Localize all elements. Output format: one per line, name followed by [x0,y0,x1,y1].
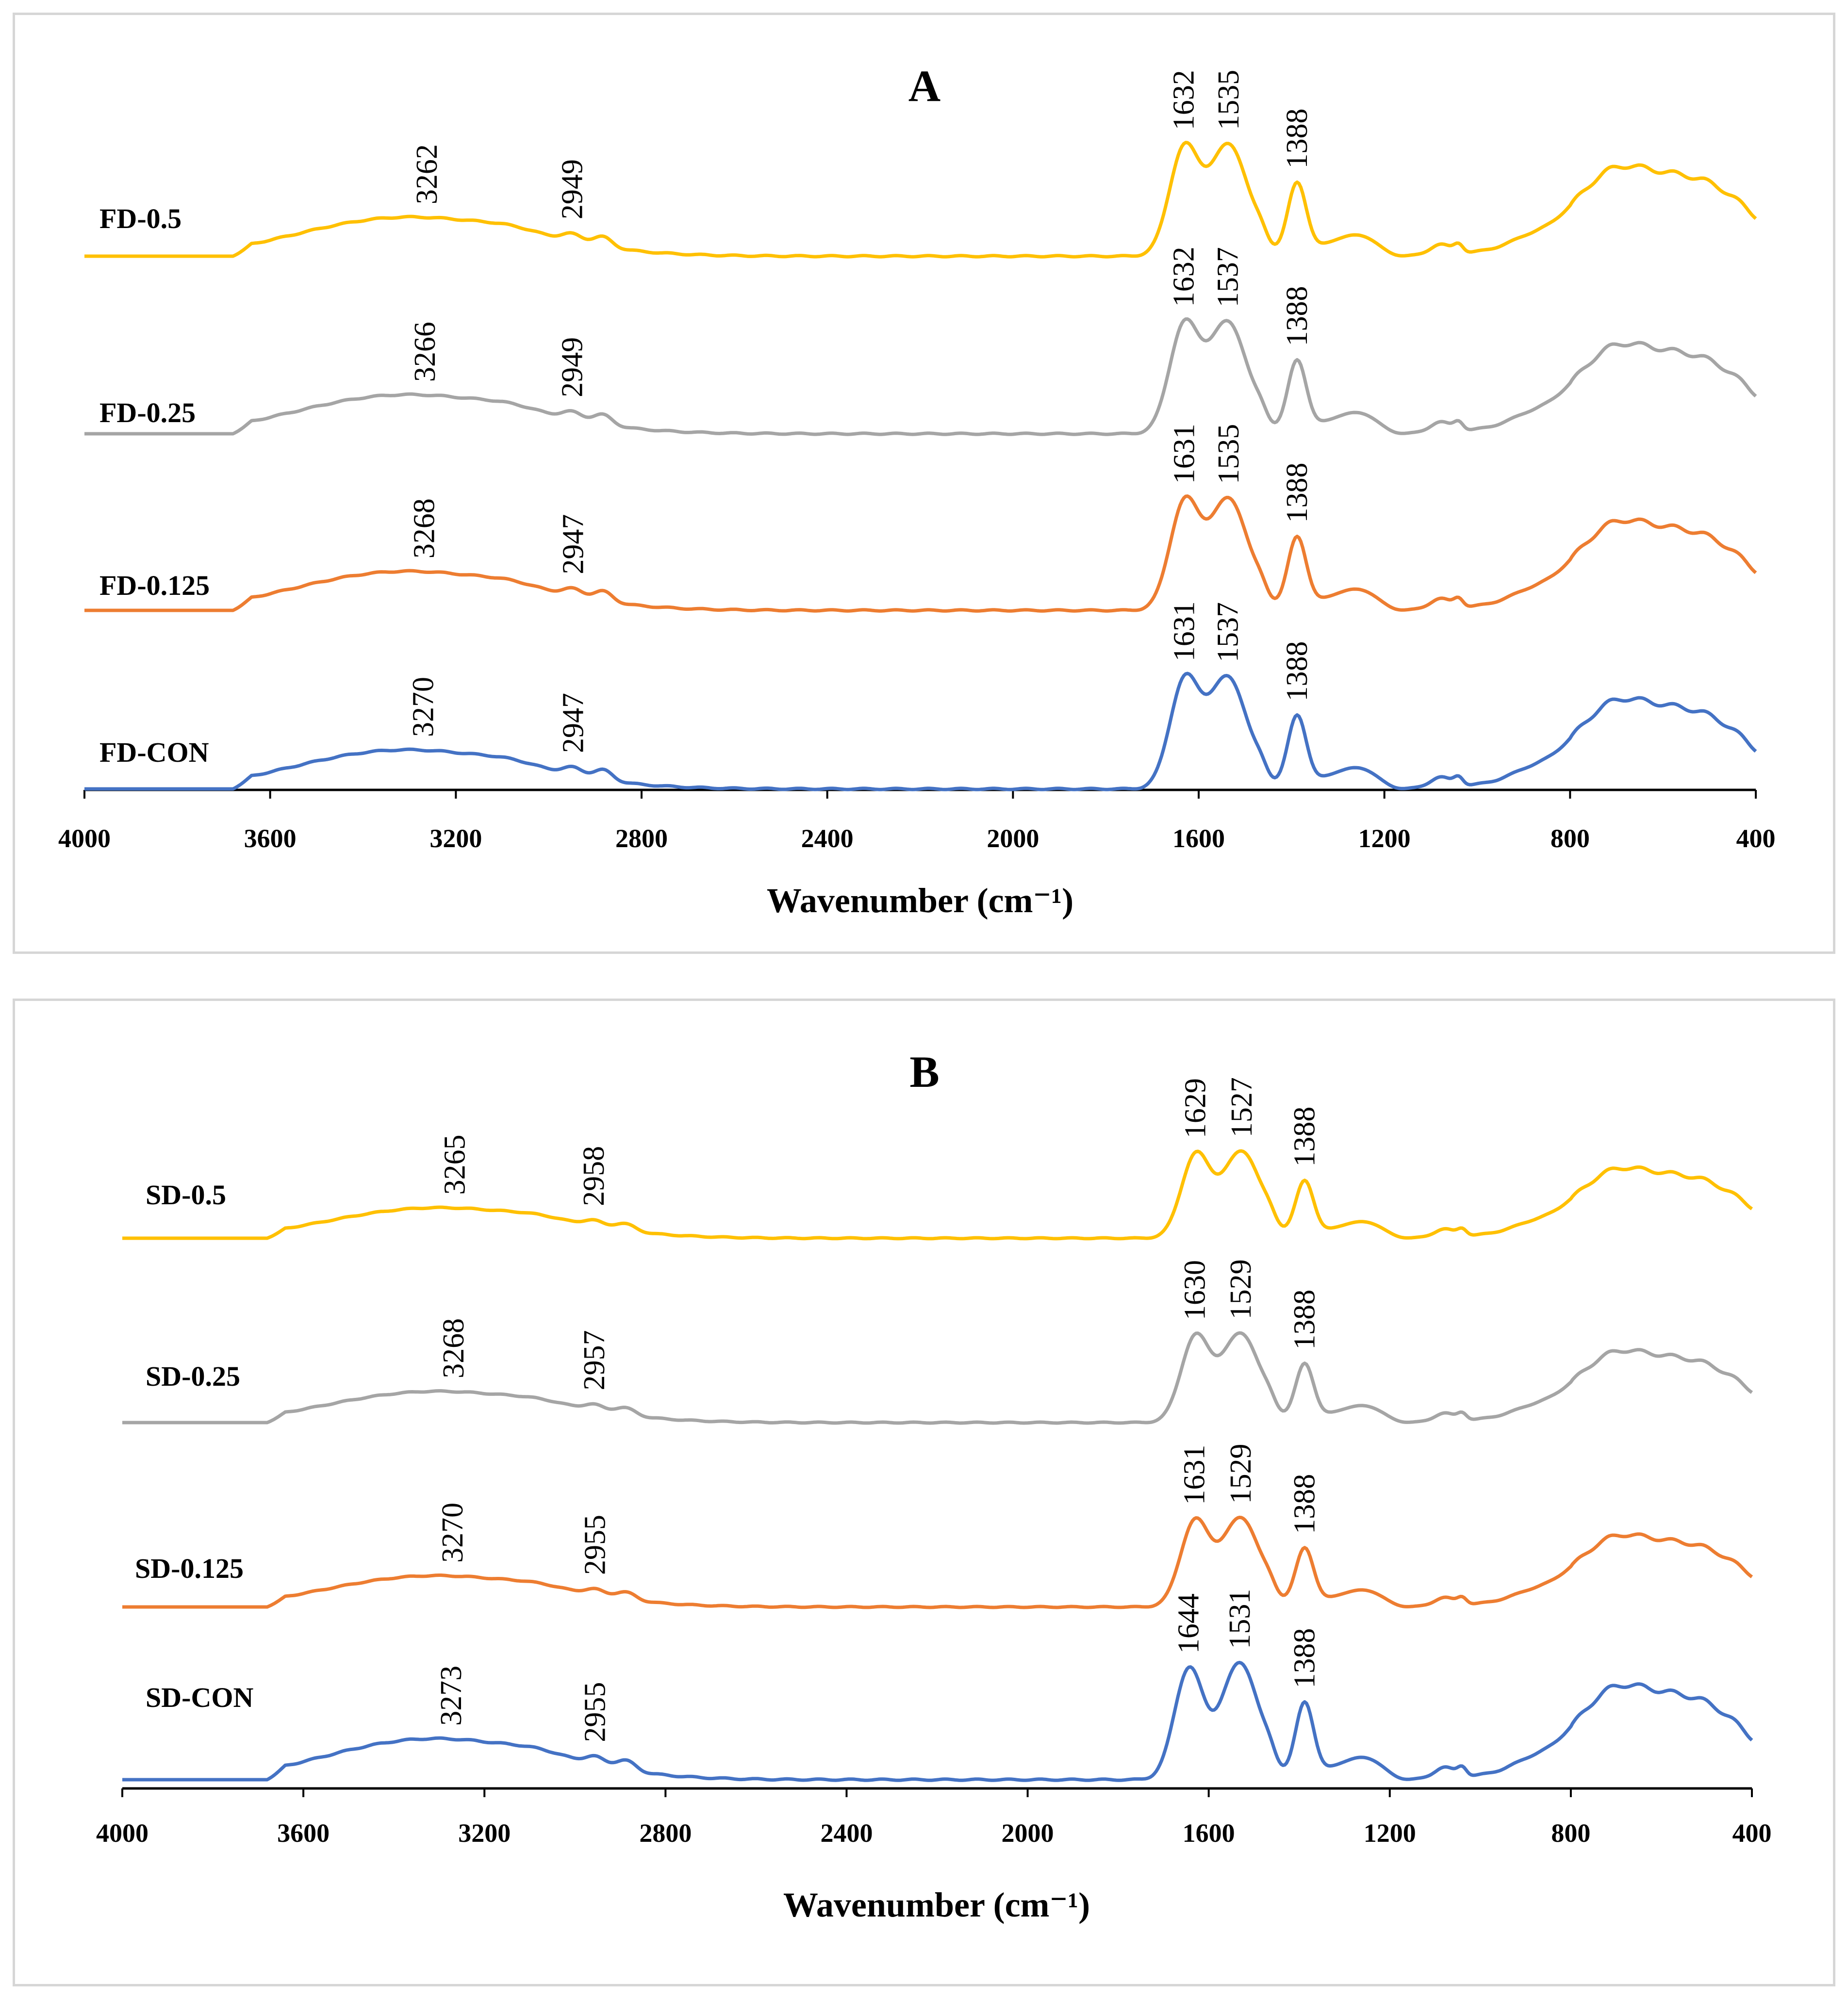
peak-label: 3262 [411,144,444,204]
peak-label: 3270 [407,677,440,737]
x-tick-label: 2000 [1002,1819,1054,1848]
chart-b-title: B [909,1047,939,1097]
series-label-fd-0-125: FD-0.125 [99,570,210,601]
peak-label: 1388 [1281,286,1314,346]
peak-label: 2957 [578,1330,611,1390]
peak-label: 1630 [1179,1260,1212,1320]
series-line-sd-0-25 [122,1331,1753,1425]
x-tick-label: 4000 [96,1819,148,1848]
peak-label: 1629 [1179,1078,1212,1138]
peak-label: 2955 [579,1682,612,1742]
peak-label: 3266 [409,322,442,382]
x-tick-label: 800 [1551,824,1590,853]
peak-label: 3268 [437,1318,470,1378]
x-tick-label: 2800 [615,824,668,853]
peak-label: 1632 [1167,246,1200,307]
series-line-sd-0-5 [122,1149,1753,1241]
peak-label: 1388 [1281,108,1314,168]
peak-label: 2949 [556,337,589,397]
x-tick-label: 1600 [1183,1819,1235,1848]
peak-label: 3270 [436,1503,469,1563]
peak-label: 1535 [1212,424,1245,484]
x-tick-label: 3200 [429,824,482,853]
chart-b-x-axis-label: Wavenumber (cm⁻¹) [783,1885,1090,1924]
series-line-sd-con [122,1661,1753,1782]
peak-label: 1535 [1212,70,1245,130]
peak-label: 1537 [1211,602,1244,662]
peak-label: 1631 [1178,1445,1211,1505]
x-tick-label: 2000 [987,824,1039,853]
series-line-fd-0-25 [84,317,1757,436]
series-label-sd-0-125: SD-0.125 [135,1553,244,1584]
series-line-sd-0-125 [122,1515,1753,1609]
x-tick-label: 3200 [458,1819,511,1848]
x-tick-label: 2800 [639,1819,692,1848]
peak-label: 1644 [1172,1593,1205,1654]
series-label-fd-0-5: FD-0.5 [99,203,182,234]
peak-label: 1388 [1281,641,1314,702]
x-tick-label: 2400 [820,1819,873,1848]
peak-label: 2958 [578,1146,610,1206]
peak-label: 2955 [579,1515,612,1575]
peak-label: 1529 [1224,1443,1257,1504]
x-tick-label: 1200 [1358,824,1411,853]
x-tick-label: 400 [1736,824,1776,853]
x-tick-label: 800 [1551,1819,1590,1848]
peak-label: 1388 [1288,1107,1321,1167]
series-label-fd-0-25: FD-0.25 [99,397,196,428]
series-line-fd-con [84,672,1757,791]
x-tick-label: 1200 [1364,1819,1416,1848]
x-tick-label: 400 [1732,1819,1772,1848]
peak-label: 1388 [1288,1290,1321,1350]
series-line-fd-0-125 [84,494,1757,613]
peak-label: 3273 [435,1666,468,1726]
x-tick-label: 2400 [801,824,854,853]
chart-b: B SD-0.5 SD-0.25 SD-0.125 SD-CON 4000 360… [96,1047,1772,1924]
chart-a: A FD-0.5 FD-0.25 FD-0.125 FD-CON 4000 360… [58,61,1776,920]
peak-label: 1527 [1225,1077,1258,1137]
peak-label: 3268 [408,498,441,558]
series-label-sd-0-5: SD-0.5 [146,1179,226,1211]
peak-label: 1632 [1167,70,1200,130]
x-tick-label: 3600 [277,1819,330,1848]
peak-label: 1631 [1168,601,1201,661]
peak-label: 1388 [1281,462,1314,523]
x-tick-label: 4000 [58,824,111,853]
x-tick-label: 3600 [244,824,297,853]
peak-label: 1388 [1288,1628,1321,1688]
chart-a-title: A [908,61,940,111]
peak-label: 3265 [439,1135,472,1195]
chart-a-x-axis-label: Wavenumber (cm⁻¹) [767,881,1073,920]
x-tick-label: 1600 [1172,824,1225,853]
peak-label: 2949 [556,159,589,219]
series-label-sd-con: SD-CON [146,1682,253,1713]
series-label-sd-0-25: SD-0.25 [146,1360,240,1392]
peak-label: 2947 [557,514,590,574]
series-line-fd-0-5 [84,141,1757,259]
peak-label: 1531 [1223,1589,1256,1649]
series-label-fd-con: FD-CON [99,737,209,768]
panel-b-frame [13,999,1835,1986]
peak-label: 1537 [1211,247,1244,307]
peak-label: 1529 [1224,1259,1257,1319]
peak-label: 2947 [557,693,590,753]
peak-label: 1388 [1288,1474,1321,1534]
panel-a-frame [13,13,1835,954]
peak-label: 1631 [1168,424,1201,484]
